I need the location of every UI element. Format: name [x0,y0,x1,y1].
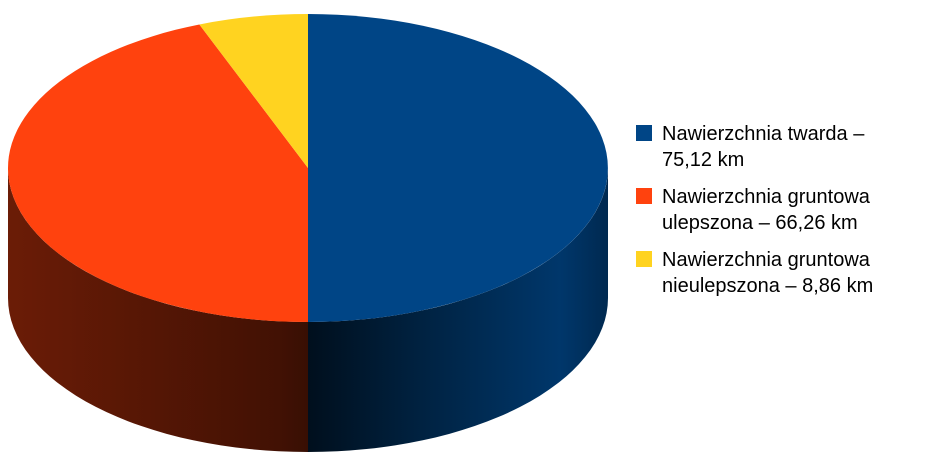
legend-swatch-gruntowa-nieulepszona [636,251,652,267]
legend-swatch-twarda [636,125,652,141]
pie-slice-nawierzchnia-twarda-75-12-km [308,14,608,322]
legend-label-gruntowa-ulepszona-line2: ulepszona – 66,26 km [662,212,858,234]
pie-group [7,14,608,452]
legend-item-twarda: Nawierzchnia twarda – 75,12 km [636,121,936,173]
legend-swatch-gruntowa-ulepszona [636,188,652,204]
legend-item-gruntowa-nieulepszona: Nawierzchnia gruntowa nieulepszona – 8,8… [636,247,936,299]
legend-label-twarda-line2: 75,12 km [662,149,745,171]
legend-label-gruntowa-ulepszona-line1: Nawierzchnia gruntowa [662,186,870,208]
pie-slice-nawierzchnia-gruntowa-ulepszona-66-26-km [7,24,308,322]
legend-label-gruntowa-nieulepszona-line2: nieulepszona – 8,86 km [662,275,874,297]
legend-label-twarda-line1: Nawierzchnia twarda – [662,123,865,145]
legend-label-gruntowa-nieulepszona-line1: Nawierzchnia gruntowa [662,249,870,271]
pie-side-nawierzchnia-gruntowa-ulepszona-66-26-km [8,168,308,452]
pie-slice-nawierzchnia-gruntowa-nieulepszona-8-86-km [199,14,308,168]
legend-item-gruntowa-ulepszona: Nawierzchnia gruntowa ulepszona – 66,26 … [636,184,936,236]
legend: Nawierzchnia twarda – 75,12 km Nawierzch… [636,121,936,310]
pie-side-nawierzchnia-twarda-75-12-km [308,168,608,452]
